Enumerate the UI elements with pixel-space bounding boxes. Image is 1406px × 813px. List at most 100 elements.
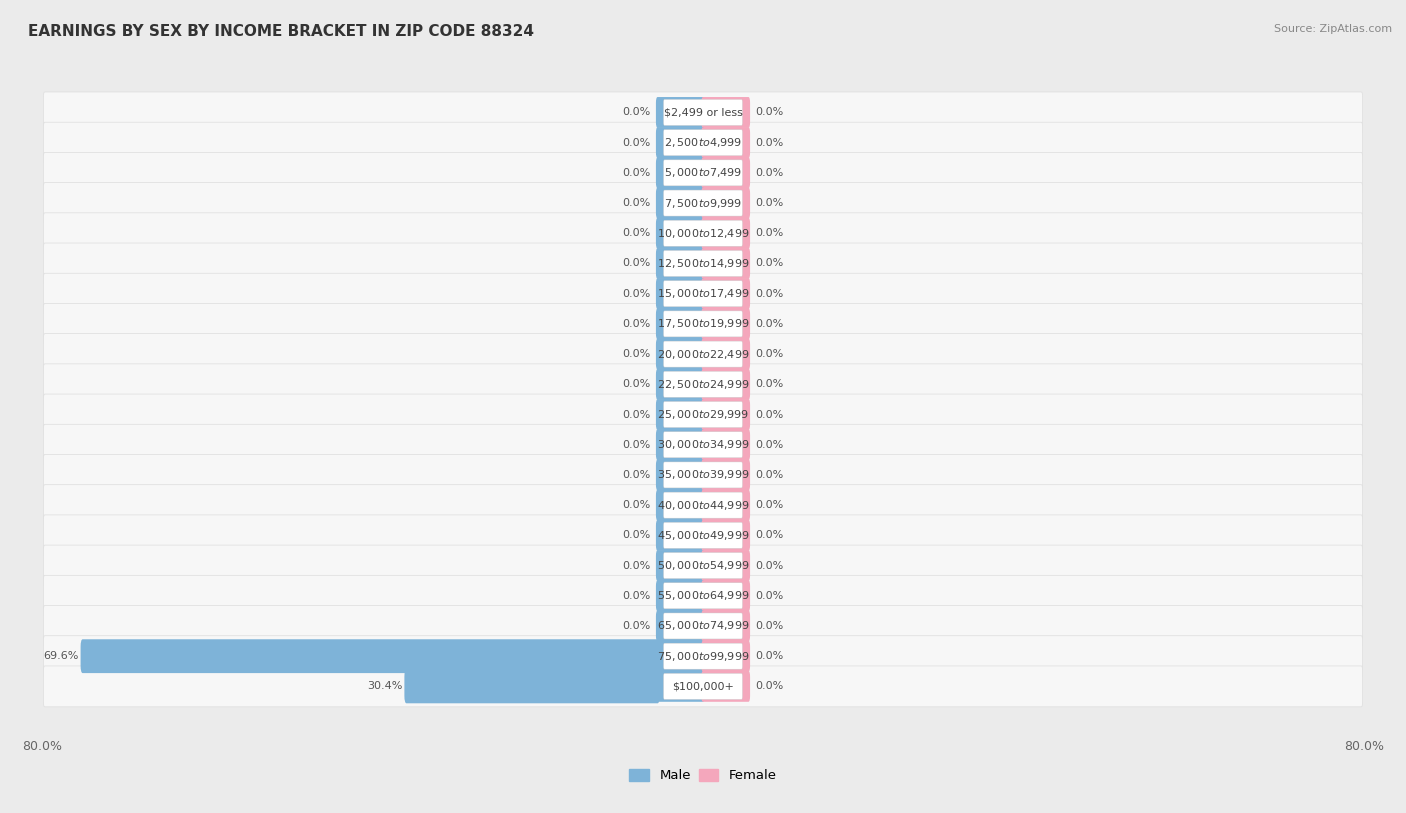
- FancyBboxPatch shape: [657, 580, 704, 611]
- Text: 0.0%: 0.0%: [755, 651, 783, 661]
- FancyBboxPatch shape: [702, 550, 749, 581]
- Text: 0.0%: 0.0%: [755, 107, 783, 117]
- FancyBboxPatch shape: [44, 606, 1362, 646]
- Text: 0.0%: 0.0%: [623, 137, 651, 148]
- FancyBboxPatch shape: [657, 369, 704, 400]
- Text: 0.0%: 0.0%: [623, 289, 651, 298]
- Text: 0.0%: 0.0%: [755, 228, 783, 238]
- FancyBboxPatch shape: [657, 671, 704, 702]
- Text: 0.0%: 0.0%: [755, 137, 783, 148]
- Text: 0.0%: 0.0%: [623, 560, 651, 571]
- Text: 0.0%: 0.0%: [755, 591, 783, 601]
- FancyBboxPatch shape: [657, 97, 704, 128]
- Text: $75,000 to $99,999: $75,000 to $99,999: [657, 650, 749, 663]
- FancyBboxPatch shape: [664, 432, 742, 458]
- Text: 0.0%: 0.0%: [755, 410, 783, 420]
- FancyBboxPatch shape: [664, 250, 742, 276]
- Text: 0.0%: 0.0%: [623, 107, 651, 117]
- FancyBboxPatch shape: [44, 394, 1362, 435]
- FancyBboxPatch shape: [657, 399, 704, 430]
- Text: $40,000 to $44,999: $40,000 to $44,999: [657, 498, 749, 511]
- Text: 0.0%: 0.0%: [623, 319, 651, 329]
- FancyBboxPatch shape: [664, 160, 742, 186]
- FancyBboxPatch shape: [44, 243, 1362, 284]
- Text: 0.0%: 0.0%: [755, 530, 783, 541]
- FancyBboxPatch shape: [44, 666, 1362, 706]
- Legend: Male, Female: Male, Female: [624, 763, 782, 788]
- FancyBboxPatch shape: [664, 523, 742, 548]
- FancyBboxPatch shape: [657, 128, 704, 158]
- Text: EARNINGS BY SEX BY INCOME BRACKET IN ZIP CODE 88324: EARNINGS BY SEX BY INCOME BRACKET IN ZIP…: [28, 24, 534, 39]
- FancyBboxPatch shape: [702, 641, 749, 672]
- FancyBboxPatch shape: [664, 462, 742, 488]
- Text: $50,000 to $54,999: $50,000 to $54,999: [657, 559, 749, 572]
- Text: $55,000 to $64,999: $55,000 to $64,999: [657, 589, 749, 602]
- Text: 0.0%: 0.0%: [755, 560, 783, 571]
- FancyBboxPatch shape: [702, 158, 749, 189]
- FancyBboxPatch shape: [702, 248, 749, 279]
- FancyBboxPatch shape: [664, 341, 742, 367]
- FancyBboxPatch shape: [702, 580, 749, 611]
- Text: 0.0%: 0.0%: [623, 410, 651, 420]
- FancyBboxPatch shape: [44, 303, 1362, 345]
- Text: 0.0%: 0.0%: [623, 380, 651, 389]
- FancyBboxPatch shape: [702, 520, 749, 550]
- FancyBboxPatch shape: [702, 611, 749, 641]
- FancyBboxPatch shape: [657, 550, 704, 581]
- FancyBboxPatch shape: [44, 213, 1362, 254]
- Text: 0.0%: 0.0%: [623, 591, 651, 601]
- FancyBboxPatch shape: [44, 364, 1362, 405]
- Text: $20,000 to $22,499: $20,000 to $22,499: [657, 348, 749, 361]
- FancyBboxPatch shape: [702, 278, 749, 309]
- FancyBboxPatch shape: [664, 129, 742, 155]
- Text: 0.0%: 0.0%: [623, 621, 651, 631]
- FancyBboxPatch shape: [657, 429, 704, 460]
- FancyBboxPatch shape: [44, 122, 1362, 163]
- FancyBboxPatch shape: [657, 308, 704, 339]
- Text: 0.0%: 0.0%: [755, 380, 783, 389]
- FancyBboxPatch shape: [702, 218, 749, 249]
- Text: 0.0%: 0.0%: [755, 440, 783, 450]
- FancyBboxPatch shape: [664, 553, 742, 579]
- Text: 0.0%: 0.0%: [623, 167, 651, 178]
- FancyBboxPatch shape: [702, 188, 749, 219]
- FancyBboxPatch shape: [664, 220, 742, 246]
- Text: 0.0%: 0.0%: [755, 259, 783, 268]
- FancyBboxPatch shape: [657, 218, 704, 249]
- Text: 0.0%: 0.0%: [623, 228, 651, 238]
- FancyBboxPatch shape: [664, 492, 742, 518]
- FancyBboxPatch shape: [44, 515, 1362, 556]
- FancyBboxPatch shape: [664, 613, 742, 639]
- Text: 0.0%: 0.0%: [755, 198, 783, 208]
- Text: 0.0%: 0.0%: [755, 621, 783, 631]
- Text: 0.0%: 0.0%: [623, 440, 651, 450]
- FancyBboxPatch shape: [702, 97, 749, 128]
- FancyBboxPatch shape: [702, 308, 749, 339]
- FancyBboxPatch shape: [44, 485, 1362, 525]
- Text: 0.0%: 0.0%: [755, 319, 783, 329]
- Text: 0.0%: 0.0%: [623, 198, 651, 208]
- FancyBboxPatch shape: [44, 424, 1362, 465]
- Text: 0.0%: 0.0%: [755, 349, 783, 359]
- FancyBboxPatch shape: [664, 99, 742, 125]
- FancyBboxPatch shape: [657, 641, 704, 672]
- Text: 0.0%: 0.0%: [755, 167, 783, 178]
- Text: 0.0%: 0.0%: [623, 259, 651, 268]
- FancyBboxPatch shape: [657, 459, 704, 490]
- FancyBboxPatch shape: [657, 520, 704, 550]
- Text: $30,000 to $34,999: $30,000 to $34,999: [657, 438, 749, 451]
- Text: 30.4%: 30.4%: [367, 681, 402, 691]
- Text: $7,500 to $9,999: $7,500 to $9,999: [664, 197, 742, 210]
- Text: 0.0%: 0.0%: [623, 500, 651, 510]
- Text: 0.0%: 0.0%: [623, 349, 651, 359]
- Text: $100,000+: $100,000+: [672, 681, 734, 691]
- Text: 0.0%: 0.0%: [623, 530, 651, 541]
- Text: $2,499 or less: $2,499 or less: [664, 107, 742, 117]
- FancyBboxPatch shape: [702, 429, 749, 460]
- FancyBboxPatch shape: [664, 311, 742, 337]
- FancyBboxPatch shape: [44, 273, 1362, 314]
- FancyBboxPatch shape: [702, 459, 749, 490]
- FancyBboxPatch shape: [44, 454, 1362, 495]
- Text: $5,000 to $7,499: $5,000 to $7,499: [664, 167, 742, 180]
- FancyBboxPatch shape: [657, 489, 704, 520]
